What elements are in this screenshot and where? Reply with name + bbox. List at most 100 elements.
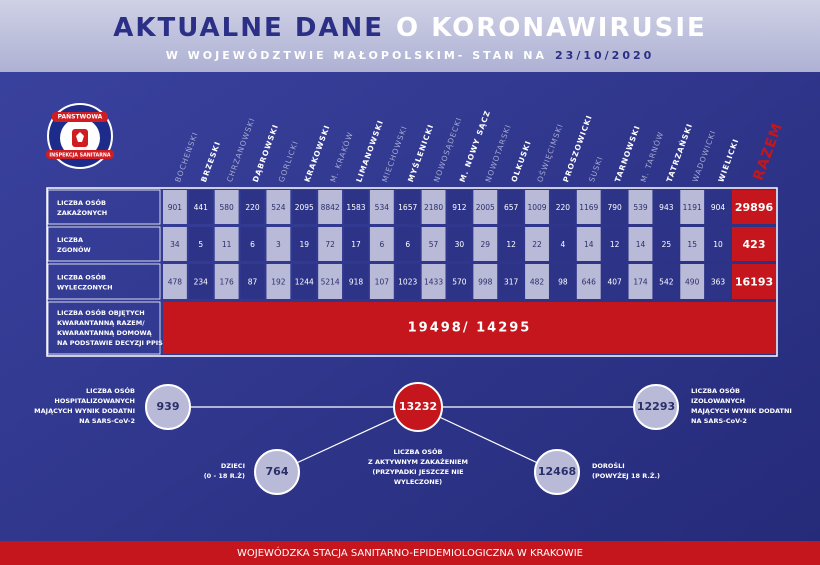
cell	[421, 190, 446, 224]
cell-value: 1244	[295, 278, 314, 287]
logo-text: PAŃSTWOWA	[58, 113, 103, 121]
cell	[576, 227, 601, 261]
title: AKTUALNE DANE O KORONAWIRUSIE	[113, 13, 707, 43]
cell-value: 29	[481, 240, 491, 249]
cell-value: 5	[198, 240, 203, 249]
node-value: 13232	[399, 400, 437, 413]
cell-value: 2095	[295, 203, 314, 212]
cell	[447, 264, 472, 299]
cell-value: 5214	[321, 278, 340, 287]
cell-value: 998	[478, 278, 493, 287]
cell-value: 98	[558, 278, 568, 287]
cell-value: 2005	[476, 203, 495, 212]
node-label: NA SARS-CoV-2	[691, 417, 747, 425]
cell-value: 25	[662, 240, 672, 249]
node-label: NA SARS-CoV-2	[79, 417, 135, 425]
cell	[447, 227, 472, 261]
cell-value: 524	[271, 203, 286, 212]
cell	[576, 264, 601, 299]
total-value: 29896	[735, 201, 774, 214]
cell	[292, 264, 317, 299]
cell-value: 1023	[398, 278, 417, 287]
cell	[188, 227, 213, 261]
row-label: NA PODSTAWIE DECYZJI PPIS	[57, 339, 163, 347]
cell	[369, 227, 394, 261]
cell	[628, 190, 653, 224]
cell	[292, 227, 317, 261]
cell-value: 1169	[579, 203, 598, 212]
cell	[318, 227, 343, 261]
cell-value: 15	[687, 240, 697, 249]
node-label: LICZBA OSÓB	[394, 447, 443, 456]
cell-value: 220	[245, 203, 260, 212]
cell	[550, 190, 575, 224]
node-label: DOROŚLI	[592, 461, 625, 470]
row-label: LICZBA OSÓB	[57, 198, 106, 207]
node-label: Z AKTYWNYM ZAKAŻENIEM	[368, 457, 468, 466]
cell-value: 8842	[321, 203, 340, 212]
cell-value: 30	[455, 240, 465, 249]
cell	[318, 190, 343, 224]
cell	[602, 264, 627, 299]
cell	[240, 227, 265, 261]
row-label: ZAKAŻONYCH	[57, 208, 107, 217]
quarantine-value: 19498/ 14295	[408, 321, 532, 336]
cell-value: 580	[219, 203, 234, 212]
cell-value: 3	[276, 240, 281, 249]
row-label: WYLECZONYCH	[57, 284, 113, 292]
cell-value: 57	[429, 240, 439, 249]
header-band	[0, 0, 820, 72]
cell	[292, 190, 317, 224]
cell	[499, 227, 524, 261]
cell-value: 234	[194, 278, 209, 287]
row-label-cell	[47, 226, 161, 262]
cell-value: 534	[375, 203, 390, 212]
cell-value: 1009	[527, 203, 546, 212]
cell	[680, 190, 705, 224]
cell	[576, 190, 601, 224]
node-label: IZOLOWANYCH	[691, 397, 745, 405]
cell	[421, 264, 446, 299]
row-label-cell	[47, 189, 161, 225]
cell-value: 87	[248, 278, 258, 287]
cell	[318, 264, 343, 299]
cell	[266, 227, 291, 261]
cell	[706, 190, 730, 224]
cell-value: 317	[504, 278, 519, 287]
cell	[654, 264, 679, 299]
node-label: WYLECZONE)	[394, 478, 442, 486]
cell	[188, 264, 213, 299]
cell-value: 1583	[346, 203, 365, 212]
cell	[214, 264, 239, 299]
cell	[525, 264, 549, 299]
cell	[266, 190, 291, 224]
cell	[188, 190, 213, 224]
row-label-cell	[47, 301, 161, 355]
cell	[628, 227, 653, 261]
cell-value: 901	[168, 203, 183, 212]
cell-value: 441	[194, 203, 209, 212]
cell	[706, 227, 730, 261]
cell-value: 6	[379, 240, 384, 249]
cell	[602, 190, 627, 224]
cell-value: 6	[250, 240, 255, 249]
total-value: 423	[743, 238, 766, 251]
subtitle-text: W WOJEWÓDZTWIE MAŁOPOLSKIM- STAN NA	[166, 49, 547, 62]
node-value: 12293	[637, 400, 675, 413]
row-label-cell	[47, 263, 161, 300]
cell	[447, 190, 472, 224]
node-value: 764	[266, 465, 289, 478]
cell	[550, 264, 575, 299]
cell	[240, 190, 265, 224]
cell	[473, 264, 498, 299]
row-label: LICZBA OSÓB	[57, 273, 106, 282]
node-circle	[145, 384, 191, 430]
cell	[344, 264, 368, 299]
cell	[163, 264, 187, 299]
node-label: (0 - 18 R.Ż)	[204, 471, 245, 480]
table-outline	[46, 187, 778, 357]
cell-value: 34	[170, 240, 180, 249]
cell-value: 6	[405, 240, 410, 249]
cell	[680, 227, 705, 261]
